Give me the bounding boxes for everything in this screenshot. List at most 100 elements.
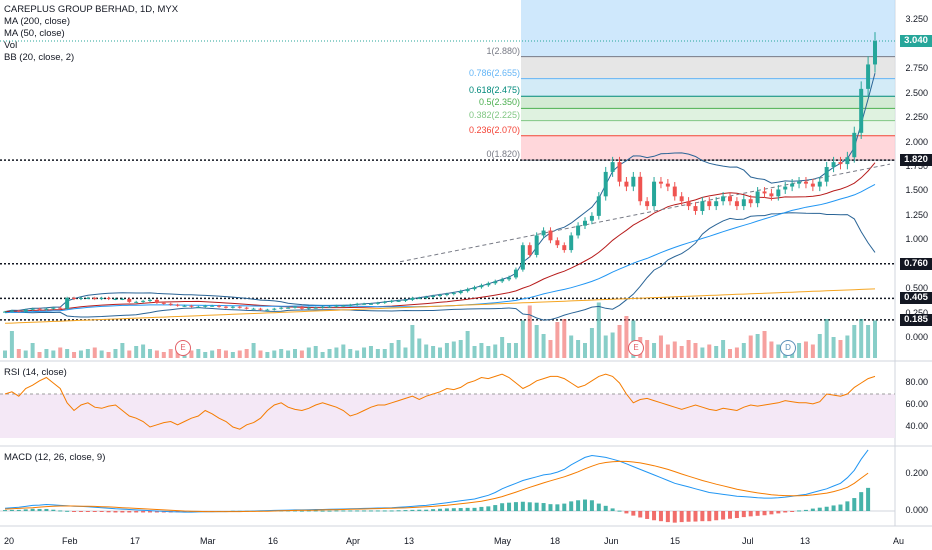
volume-bar <box>548 340 553 358</box>
macd-histogram-bar <box>658 511 663 522</box>
candle-body <box>327 306 332 308</box>
volume-bar <box>189 350 194 358</box>
volume-bar <box>389 343 394 358</box>
study-ma200[interactable]: MA (200, close) <box>4 16 70 27</box>
volume-bar <box>859 319 864 358</box>
macd-histogram-bar <box>665 511 670 523</box>
volume-bar <box>72 352 77 358</box>
volume-bar <box>479 343 484 358</box>
rsi-label[interactable]: RSI (14, close) <box>4 367 67 378</box>
candle-body <box>99 297 104 299</box>
macd-histogram-bar <box>320 510 325 512</box>
candle-body <box>714 201 719 207</box>
candle-body <box>120 298 125 300</box>
macd-label[interactable]: MACD (12, 26, close, 9) <box>4 452 106 463</box>
volume-bar <box>217 349 222 358</box>
candle-body <box>44 308 49 310</box>
volume-bar <box>196 349 201 358</box>
macd-histogram-bar <box>638 511 643 518</box>
macd-histogram-bar <box>679 511 684 523</box>
chart-title[interactable]: CAREPLUS GROUP BERHAD, 1D, MYX <box>4 4 179 15</box>
price-axis-label: 1.500 <box>905 185 928 196</box>
candle-body <box>431 295 436 297</box>
event-badge[interactable]: E <box>628 340 644 356</box>
candle-body <box>686 201 691 207</box>
volume-bar <box>154 350 159 358</box>
candle-body <box>672 186 677 197</box>
candle-body <box>348 304 353 306</box>
macd-histogram-bar <box>755 511 760 516</box>
volume-bar <box>700 347 705 358</box>
candle-body <box>424 296 429 298</box>
candle-body <box>527 245 532 255</box>
price-axis-label: 0.000 <box>905 332 928 342</box>
volume-bar <box>299 350 304 358</box>
candle-body <box>293 306 297 308</box>
candle-body <box>299 306 304 309</box>
volume-bar <box>769 341 774 358</box>
candle-body <box>78 297 83 299</box>
macd-histogram-bar <box>810 508 815 511</box>
macd-histogram-bar <box>527 502 532 511</box>
macd-histogram-bar <box>700 511 705 522</box>
volume-bar <box>589 328 594 358</box>
macd-histogram-bar <box>148 511 152 513</box>
volume-bar <box>37 352 42 358</box>
study-ma50[interactable]: MA (50, close) <box>4 28 65 39</box>
macd-histogram-bar <box>51 509 56 511</box>
volume-bar <box>658 335 663 358</box>
volume-bar <box>513 343 518 358</box>
volume-bar <box>223 350 228 358</box>
macd-histogram-bar <box>610 508 615 511</box>
macd-histogram-bar <box>313 510 318 512</box>
volume-bar <box>99 350 104 358</box>
volume-bar <box>458 340 463 358</box>
volume-bar <box>679 346 684 358</box>
candle-body <box>306 307 311 309</box>
macd-histogram-bar <box>583 499 587 511</box>
rsi-axis-label: 40.00 <box>905 421 928 431</box>
volume-bar <box>645 340 650 358</box>
volume-bar <box>486 346 491 358</box>
macd-histogram-bar <box>375 510 380 512</box>
volume-bar <box>362 347 367 358</box>
volume-bar <box>417 338 422 358</box>
macd-histogram-bar <box>16 509 21 511</box>
candle-body <box>631 176 636 187</box>
fib-band <box>521 135 895 161</box>
event-badge[interactable]: D <box>780 340 796 356</box>
volume-bar <box>583 343 587 358</box>
macd-histogram-bar <box>396 510 401 512</box>
macd-histogram-bar <box>721 511 726 520</box>
candle-body <box>230 306 235 308</box>
macd-histogram-bar <box>368 510 373 512</box>
volume-bar <box>562 319 567 358</box>
volume-bar <box>748 335 753 358</box>
volume-bar <box>203 352 208 358</box>
study-bb[interactable]: BB (20, close, 2) <box>4 52 75 63</box>
candle-body <box>465 289 470 292</box>
macd-histogram-bar <box>859 492 864 511</box>
event-badge[interactable]: E <box>175 340 191 356</box>
candle-body <box>583 220 587 226</box>
volume-bar <box>741 343 746 358</box>
candle-body <box>589 215 594 221</box>
candle-body <box>513 269 518 278</box>
fib-band <box>521 108 895 121</box>
candle-body <box>37 308 42 310</box>
price-axis-label: 1.250 <box>905 209 928 220</box>
candle-body <box>548 230 553 241</box>
macd-histogram-bar <box>154 511 159 513</box>
candle-body <box>555 240 560 246</box>
candle-body <box>9 310 14 312</box>
rsi-axis-label: 80.00 <box>905 377 928 387</box>
candle-body <box>541 230 546 236</box>
macd-histogram-bar <box>3 510 7 512</box>
macd-histogram-bar <box>803 509 808 511</box>
candle-body <box>596 196 601 216</box>
study-vol[interactable]: Vol <box>4 40 18 51</box>
volume-bar <box>762 331 767 358</box>
macd-histogram-bar <box>362 510 367 512</box>
candle-body <box>272 308 277 310</box>
candle-body <box>403 299 408 301</box>
